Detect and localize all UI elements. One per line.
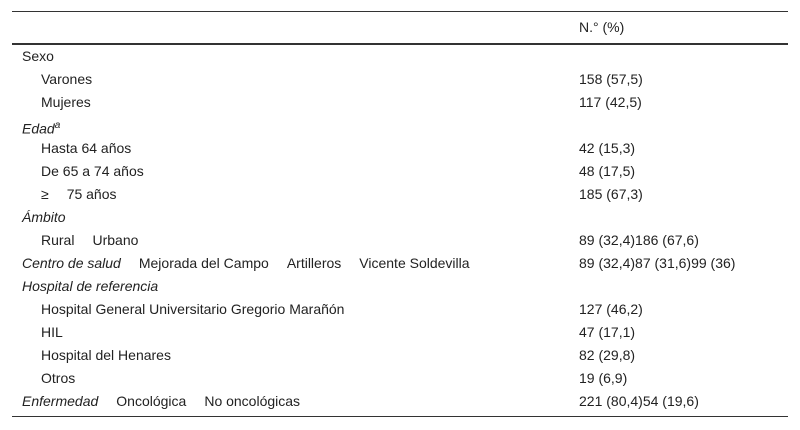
- label-part: No oncológicas: [204, 393, 301, 409]
- cell: 42 (15,3): [579, 140, 636, 156]
- row-label: Hospital General Universitario Gregorio …: [41, 301, 345, 317]
- cell: 158 (57,5): [579, 71, 643, 87]
- cell: 82 (29,8): [579, 347, 636, 363]
- label-part: Rural: [41, 232, 75, 248]
- row: Hospital del Henares 82 (29,8): [12, 344, 788, 367]
- row-label: Varones: [41, 71, 93, 87]
- row-label: Mujeres: [41, 94, 91, 110]
- row: HIL 47 (17,1): [12, 321, 788, 344]
- cell: 185 (67,3): [579, 186, 643, 202]
- row: Edada: [12, 114, 788, 137]
- row-label: HIL: [41, 324, 63, 340]
- cell: 127 (46,2): [579, 301, 643, 317]
- row: ≥75 años 185 (67,3): [12, 183, 788, 206]
- label-part: 75 años: [66, 186, 117, 202]
- cell: 117 (42,5): [579, 94, 642, 110]
- footnote-mark: a: [54, 120, 61, 131]
- label-part: Vicente Soldevilla: [359, 255, 470, 271]
- row: Sexo: [12, 45, 788, 68]
- label-part: Mejorada del Campo: [138, 255, 269, 271]
- cell: 221 (80,4)54 (19,6): [579, 393, 699, 409]
- cell: 47 (17,1): [579, 324, 636, 340]
- section-text: Enfermedad: [22, 393, 99, 409]
- row: Otros 19 (6,9): [12, 367, 788, 390]
- label-part: Artilleros: [286, 255, 342, 271]
- row-label: Hospital del Henares: [41, 347, 171, 363]
- label-part: ≥: [41, 186, 49, 202]
- row: Enfermedad Oncológica No oncológicas 221 (8…: [12, 390, 788, 413]
- row-label: De 65 a 74 años: [41, 163, 144, 179]
- row: Hasta 64 años 42 (15,3): [12, 137, 788, 160]
- label-part: Oncológica: [116, 393, 187, 409]
- cell: 48 (17,5): [579, 163, 636, 179]
- label-part: Urbano: [92, 232, 139, 248]
- row: De 65 a 74 años 48 (17,5): [12, 160, 788, 183]
- row: Mujeres 117 (42,5): [12, 91, 788, 114]
- row-label: Enfermedad Oncológica No oncológicas: [22, 390, 300, 413]
- section-text: Edad: [22, 120, 55, 137]
- cell: 19 (6,9): [579, 370, 628, 386]
- section-label: Edada: [22, 114, 60, 141]
- row: Rural Urbano 89 (32,4)186 (67,6): [12, 229, 788, 252]
- section-text: Centro de salud: [22, 255, 121, 271]
- column-header: N.° (%): [579, 19, 625, 35]
- row: Varones 158 (57,5): [12, 68, 788, 91]
- row-label: Centro de salud Mejorada del Campo Artille…: [22, 252, 470, 275]
- cell: 89 (32,4)87 (31,6)99 (36): [579, 255, 736, 271]
- row-label: Otros: [41, 370, 76, 386]
- row-label: ≥75 años: [41, 183, 117, 206]
- section-label: Ámbito: [22, 209, 66, 225]
- row-label: Rural Urbano: [41, 229, 138, 252]
- row: Centro de salud Mejorada del Campo Artille…: [12, 252, 788, 275]
- row-label: Hasta 64 años: [41, 140, 132, 156]
- table: N.° (%) Sexo Varones 158 (57,5) Mujeres 11…: [12, 11, 788, 417]
- row: Ámbito: [12, 206, 788, 229]
- row-label: Sexo: [22, 48, 54, 64]
- row: Hospital General Universitario Gregorio …: [12, 298, 788, 321]
- cell: 89 (32,4)186 (67,6): [579, 232, 699, 248]
- section-label: Hospital de referencia: [22, 278, 159, 294]
- header-row: N.° (%): [12, 12, 788, 45]
- row: Hospital de referencia: [12, 275, 788, 298]
